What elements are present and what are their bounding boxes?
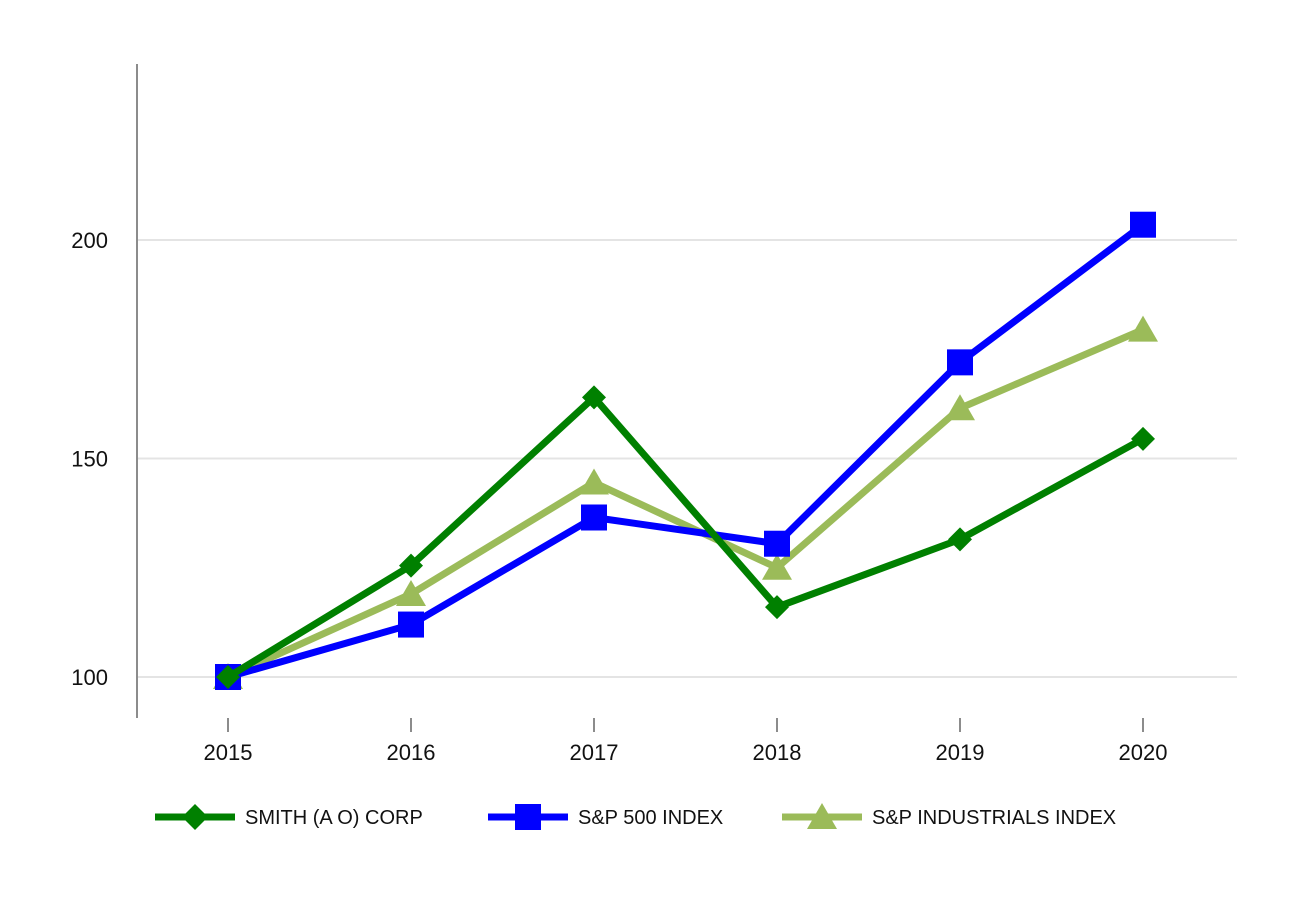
x-tick-label: 2018 — [753, 740, 802, 765]
legend-label: S&P INDUSTRIALS INDEX — [872, 807, 1116, 829]
legend-marker-square — [515, 804, 541, 830]
series-0 — [216, 385, 1155, 689]
series-1 — [215, 211, 1156, 690]
legend-marker-triangle — [807, 803, 837, 829]
legend-item: S&P INDUSTRIALS INDEX — [782, 803, 1116, 829]
data-point-triangle — [396, 579, 426, 606]
data-point-square — [398, 611, 424, 638]
data-point-diamond — [399, 553, 423, 578]
legend-item: SMITH (A O) CORP — [155, 804, 423, 830]
data-point-diamond — [582, 385, 606, 410]
series-layer — [213, 211, 1158, 690]
gridlines — [137, 239, 1237, 678]
x-axis-ticks: 2015 2016 2017 2018 2019 2020 — [204, 718, 1168, 765]
x-tick-label: 2017 — [570, 740, 619, 765]
data-point-square — [1130, 211, 1156, 238]
data-point-square — [947, 349, 973, 376]
data-point-triangle — [945, 394, 975, 421]
x-tick-label: 2019 — [936, 740, 985, 765]
y-tick-label: 150 — [71, 447, 108, 472]
legend-label: S&P 500 INDEX — [578, 807, 723, 829]
data-point-diamond — [948, 527, 972, 552]
y-axis-ticks: 100 150 200 — [71, 228, 108, 690]
x-tick-label: 2015 — [204, 740, 253, 765]
legend-marker-diamond — [182, 804, 208, 830]
data-point-square — [581, 504, 607, 531]
data-point-triangle — [579, 468, 609, 495]
data-point-diamond — [216, 665, 240, 689]
series-line — [224, 221, 1147, 681]
data-point-triangle — [762, 553, 792, 580]
legend: SMITH (A O) CORP S&P 500 INDEX S&P INDUSTR… — [155, 803, 1116, 830]
legend-item: S&P 500 INDEX — [488, 804, 723, 830]
x-tick-label: 2016 — [387, 740, 436, 765]
legend-label: SMITH (A O) CORP — [245, 807, 423, 829]
data-point-diamond — [765, 595, 789, 620]
data-point-square — [764, 530, 790, 557]
y-tick-label: 100 — [71, 665, 108, 690]
y-tick-label: 200 — [71, 228, 108, 253]
x-tick-label: 2020 — [1119, 740, 1168, 765]
data-point-triangle — [1128, 315, 1158, 342]
series-line — [224, 326, 1147, 681]
data-point-diamond — [1131, 426, 1155, 451]
series-line — [224, 393, 1147, 681]
